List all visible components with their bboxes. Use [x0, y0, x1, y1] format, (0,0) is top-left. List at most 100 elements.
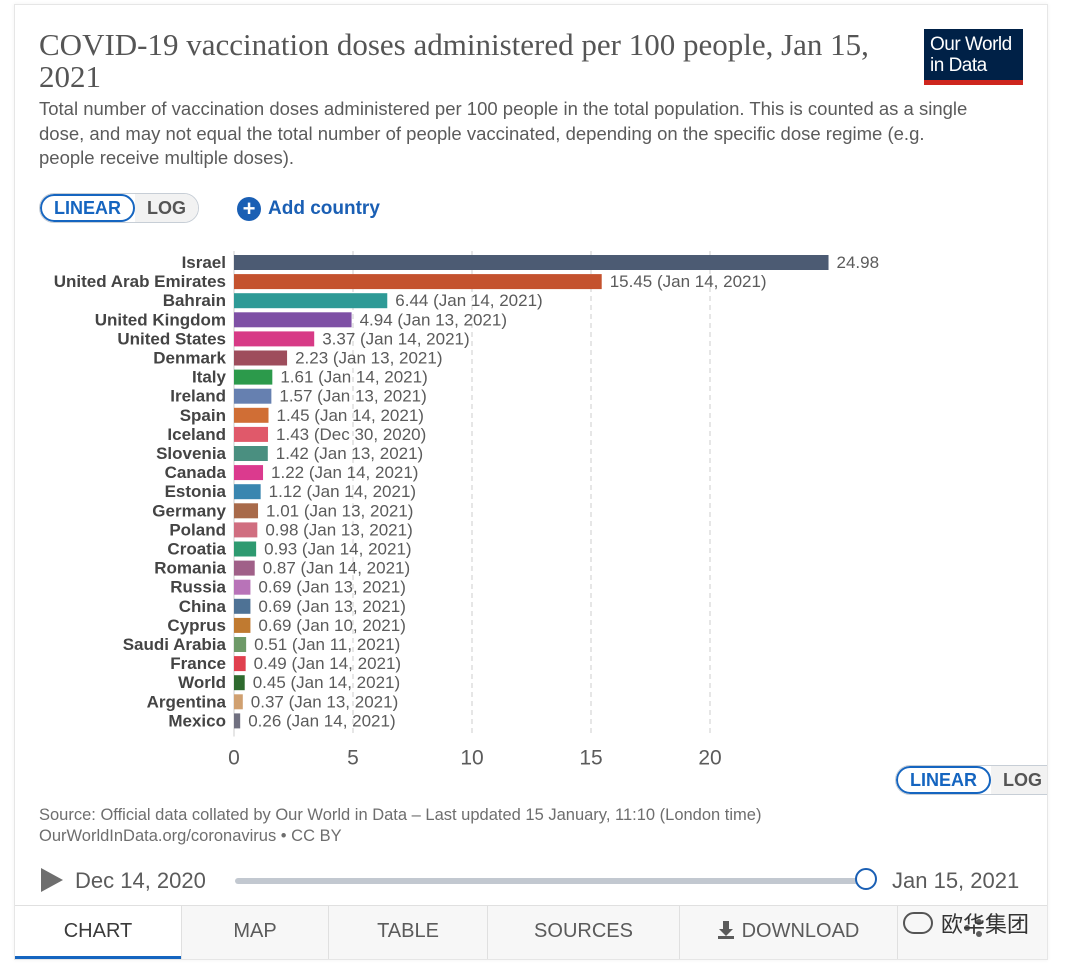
x-tick-label: 15	[579, 747, 602, 770]
tab-download[interactable]: DOWNLOAD	[679, 906, 897, 959]
value-label: 0.37 (Jan 13, 2021)	[251, 692, 398, 711]
chart-title: COVID-19 vaccination doses administered …	[39, 27, 869, 94]
linear-scale-button-bottom[interactable]: LINEAR	[896, 766, 991, 794]
owid-logo[interactable]: Our World in Data	[924, 29, 1023, 85]
country-label: Poland	[169, 520, 226, 539]
country-label: Denmark	[153, 349, 226, 368]
country-label: Saudi Arabia	[123, 635, 227, 654]
bar	[234, 312, 352, 328]
scale-toggle-bottom: LINEAR LOG	[895, 765, 1047, 795]
value-label: 3.37 (Jan 14, 2021)	[322, 329, 469, 348]
value-label: 2.23 (Jan 13, 2021)	[295, 349, 442, 368]
country-label: France	[170, 654, 226, 673]
bar	[234, 369, 273, 385]
value-label: 0.45 (Jan 14, 2021)	[253, 673, 400, 692]
bar	[234, 522, 258, 538]
license-text: OurWorldInData.org/coronavirus • CC BY	[39, 827, 342, 845]
bar	[234, 426, 269, 442]
value-label: 24.98	[837, 253, 880, 272]
play-icon[interactable]	[41, 868, 63, 892]
country-label: Croatia	[167, 540, 226, 559]
bar	[234, 713, 241, 729]
country-label: Canada	[165, 463, 227, 482]
linear-scale-button[interactable]: LINEAR	[40, 194, 135, 222]
bar	[234, 350, 288, 366]
country-label: Slovenia	[156, 444, 226, 463]
value-label: 6.44 (Jan 14, 2021)	[395, 291, 542, 310]
value-label: 1.45 (Jan 14, 2021)	[277, 406, 424, 425]
download-icon	[717, 921, 734, 939]
watermark-text: 欧华集团	[941, 912, 1030, 937]
bar	[234, 637, 247, 652]
share-icon	[963, 919, 982, 937]
value-label: 1.22 (Jan 14, 2021)	[271, 463, 418, 482]
watermark: 欧华集团	[903, 907, 1029, 939]
value-label: 0.98 (Jan 13, 2021)	[265, 520, 412, 539]
country-label: Spain	[180, 406, 226, 425]
log-scale-button[interactable]: LOG	[135, 194, 198, 222]
bar	[234, 675, 245, 691]
bar	[234, 274, 602, 290]
value-label: 0.93 (Jan 14, 2021)	[264, 540, 411, 559]
timeline-start-date: Dec 14, 2020	[75, 868, 206, 893]
bar	[234, 484, 261, 500]
add-country-button[interactable]: + Add country	[237, 197, 380, 221]
tab-chart[interactable]: CHART	[15, 906, 181, 959]
timeline-handle[interactable]	[855, 868, 877, 890]
source-note: Source: Official data collated by Our Wo…	[39, 805, 761, 847]
value-label: 0.69 (Jan 10, 2021)	[258, 616, 405, 635]
bar	[234, 293, 388, 309]
country-label: Germany	[152, 501, 226, 520]
tab-sources[interactable]: SOURCES	[487, 906, 679, 959]
bar	[234, 598, 251, 614]
country-label: United Arab Emirates	[54, 272, 226, 291]
bar	[234, 331, 315, 347]
value-label: 0.49 (Jan 14, 2021)	[254, 654, 401, 673]
bar	[234, 446, 268, 461]
bar	[234, 388, 272, 404]
bar	[234, 503, 259, 519]
country-label: United Kingdom	[95, 310, 226, 329]
value-label: 0.69 (Jan 13, 2021)	[258, 578, 405, 597]
value-label: 4.94 (Jan 13, 2021)	[360, 310, 507, 329]
log-scale-button-bottom[interactable]: LOG	[991, 766, 1047, 794]
timeline: Dec 14, 2020 Jan 15, 2021	[39, 865, 1029, 895]
value-label: 1.12 (Jan 14, 2021)	[269, 482, 416, 501]
logo-line-2: in Data	[930, 55, 987, 76]
bar	[234, 560, 255, 576]
country-label: Israel	[182, 253, 226, 272]
country-label: China	[179, 597, 227, 616]
country-label: Romania	[154, 559, 226, 578]
country-label: World	[178, 673, 226, 692]
bar	[234, 255, 829, 270]
value-label: 0.51 (Jan 11, 2021)	[254, 635, 400, 654]
value-label: 0.69 (Jan 13, 2021)	[258, 597, 405, 616]
country-label: Italy	[192, 368, 227, 387]
tab-table[interactable]: TABLE	[328, 906, 487, 959]
tab-map[interactable]: MAP	[181, 906, 328, 959]
value-label: 0.26 (Jan 14, 2021)	[248, 711, 395, 730]
timeline-track[interactable]	[235, 878, 867, 884]
country-label: Ireland	[170, 387, 226, 406]
x-tick-label: 5	[347, 747, 359, 770]
bar	[234, 407, 269, 423]
bar	[234, 617, 251, 633]
country-label: Argentina	[147, 692, 227, 711]
bar-chart: 0 5 10 15 20 Israel 24.98 United Arab Emirates 1…	[54, 251, 880, 770]
bar	[234, 541, 257, 557]
country-label: Mexico	[168, 711, 226, 730]
chart-card: COVID-19 vaccination doses administered …	[14, 4, 1048, 960]
value-label: 1.57 (Jan 13, 2021)	[279, 387, 426, 406]
wechat-icon	[903, 912, 933, 934]
bar	[234, 579, 251, 595]
scale-toggle-top: LINEAR LOG	[39, 193, 199, 223]
logo-line-1: Our World	[930, 34, 1012, 55]
value-label: 1.43 (Dec 30, 2020)	[276, 425, 426, 444]
x-tick-label: 20	[698, 747, 721, 770]
add-country-label: Add country	[268, 198, 380, 219]
x-tick-label: 10	[460, 747, 483, 770]
source-text: Source: Official data collated by Our Wo…	[39, 806, 762, 824]
bar	[234, 694, 243, 710]
timeline-end-date: Jan 15, 2021	[892, 868, 1020, 893]
x-tick-label: 0	[228, 747, 240, 770]
